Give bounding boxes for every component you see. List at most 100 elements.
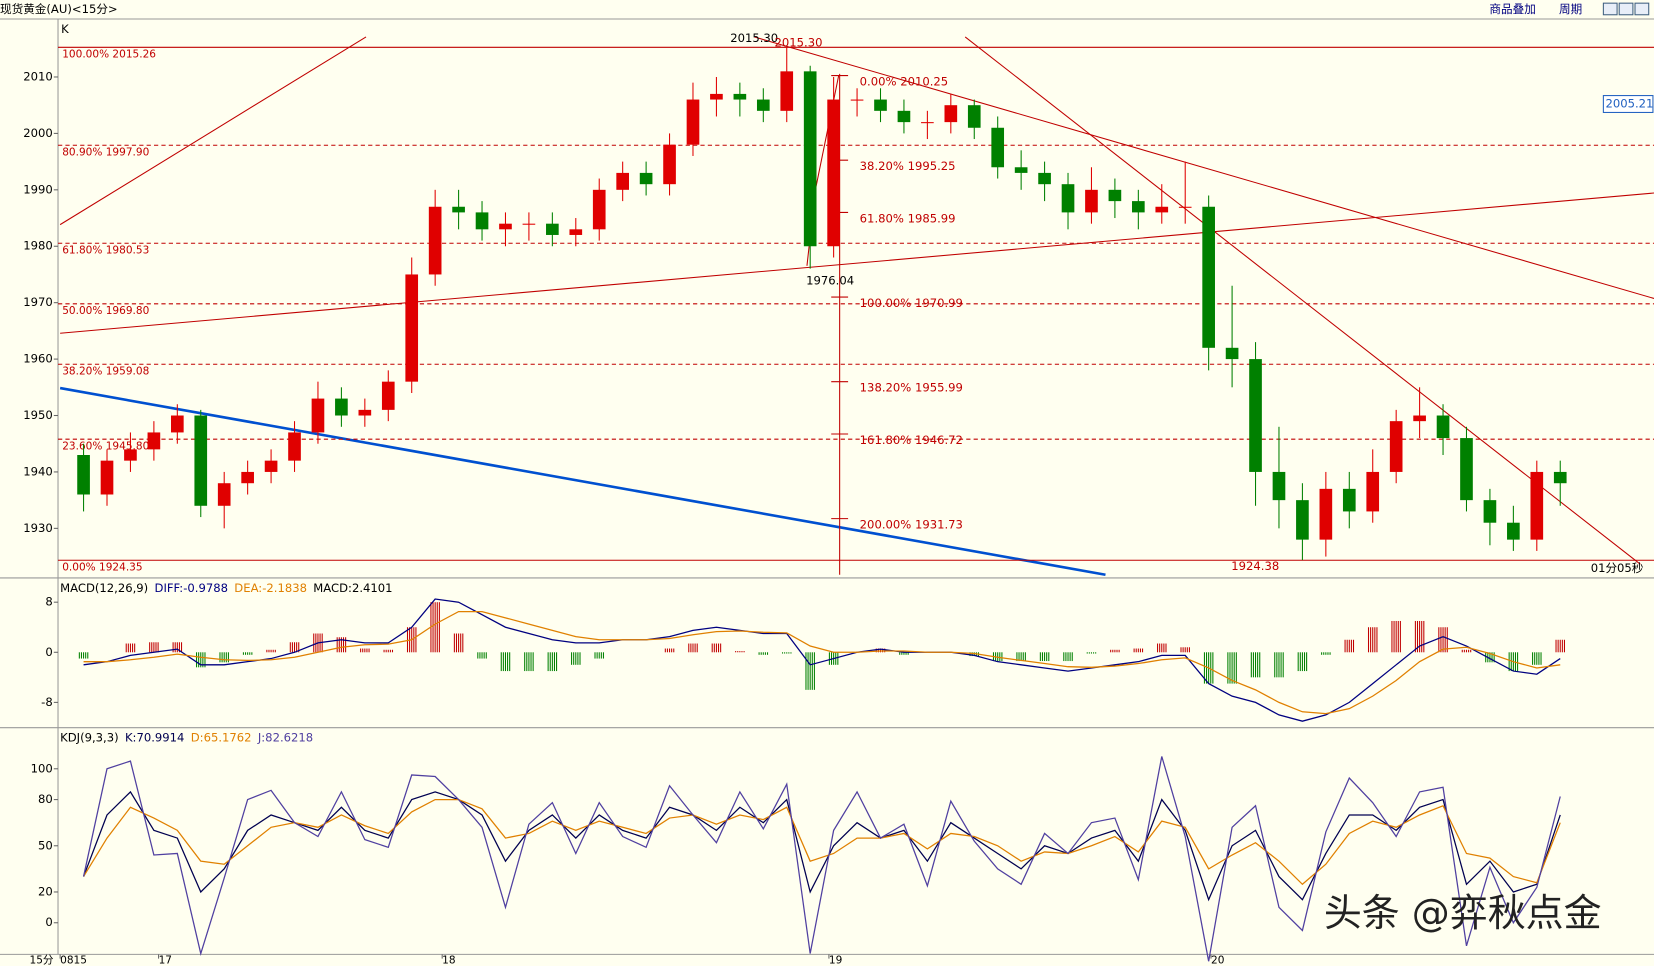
candle-body <box>874 99 887 111</box>
candle-body <box>499 223 512 230</box>
candle-body <box>1108 189 1122 202</box>
candle-body <box>475 212 489 230</box>
price-label: 1976.04 <box>806 274 854 288</box>
y-tick-label: 1950 <box>23 408 53 422</box>
button[interactable]: 周期 <box>1559 2 1582 16</box>
series-line <box>82 756 1561 962</box>
candle-body <box>967 105 981 128</box>
fib-label: 200.00% 1931.73 <box>860 517 963 531</box>
candle-body <box>288 432 301 461</box>
x-tick-label: 18 <box>442 955 455 966</box>
button[interactable]: 商品叠加 <box>1489 2 1535 16</box>
candle-body <box>1530 471 1544 540</box>
price-label: 2015.30 <box>730 31 778 45</box>
fib-label: 61.80% 1985.99 <box>860 211 956 225</box>
fib-label: 50.00% 1969.80 <box>62 305 149 317</box>
icon[interactable] <box>1602 2 1618 16</box>
candle-body <box>546 223 559 235</box>
candle-body <box>827 99 840 247</box>
watermark: 头条 @弈秋点金 <box>1324 891 1602 935</box>
candle-body <box>897 110 911 123</box>
candle-body <box>1319 488 1333 540</box>
fib-label: 0.00% 2010.25 <box>860 74 948 88</box>
candle-body <box>1085 189 1098 213</box>
fib-label: 100.00% 1970.99 <box>860 296 963 310</box>
candle-body <box>710 93 723 100</box>
fib-label: 161.80% 1946.72 <box>860 433 963 447</box>
candle-body <box>170 415 184 433</box>
y-tick-label: 80 <box>38 792 53 806</box>
candle-body <box>1202 206 1215 348</box>
period-label: 15分 <box>30 955 54 966</box>
candle-body <box>1389 421 1403 472</box>
y-tick-label: 20 <box>38 884 53 898</box>
series-line <box>82 790 1561 902</box>
indicator-label: J:82.6218 <box>257 731 313 745</box>
icon[interactable] <box>1634 2 1650 16</box>
indicator-label: DIFF:-0.9788 <box>155 581 228 595</box>
candle-body <box>1132 201 1145 213</box>
y-tick-label: 100 <box>31 761 53 775</box>
candle-body <box>569 229 583 235</box>
candle-body <box>358 409 372 416</box>
fib-label: 23.60% 1945.80 <box>62 441 149 453</box>
candle-body <box>616 172 629 190</box>
indicator-label: D:65.1762 <box>191 731 252 745</box>
candle-body <box>100 460 114 495</box>
y-tick-label: 1930 <box>23 521 53 535</box>
candle-body <box>686 99 700 145</box>
x-tick-label: 20 <box>1211 955 1224 966</box>
candle-body <box>1296 500 1309 540</box>
candle-body <box>1061 184 1075 213</box>
y-tick-label: 50 <box>38 838 53 852</box>
panel-label: K <box>61 22 69 36</box>
candle-body <box>1460 438 1473 501</box>
y-tick-label: 0 <box>45 915 52 929</box>
candle-body <box>1225 347 1239 360</box>
candle-body <box>991 127 1005 168</box>
candle-body <box>663 144 676 185</box>
indicator-label: MACD:2.4101 <box>313 581 392 595</box>
trend-line <box>964 36 1641 565</box>
candle-body <box>381 381 395 410</box>
fib-label: 61.80% 1980.53 <box>62 245 149 257</box>
fib-label: 0.00% 1924.35 <box>62 562 142 574</box>
price-label: 2015.30 <box>775 35 823 49</box>
candle-body <box>194 415 208 506</box>
candle-body <box>335 398 348 416</box>
fib-label: 38.20% 1995.25 <box>860 159 956 173</box>
x-tick-label: 17 <box>159 955 172 966</box>
y-tick-label: 1940 <box>23 464 53 478</box>
fib-label: 38.20% 1959.08 <box>62 366 149 378</box>
candle-body <box>592 189 606 230</box>
candle-body <box>780 71 794 111</box>
y-tick-label: -8 <box>41 695 53 709</box>
candle-body <box>1272 471 1286 501</box>
candle-body <box>217 483 231 506</box>
y-tick-label: 2010 <box>23 69 53 83</box>
last-price: 2005.21 <box>1605 97 1653 111</box>
y-tick-label: 2000 <box>23 126 53 140</box>
candle-body <box>639 172 653 185</box>
last-price-box <box>1602 95 1654 113</box>
indicator-label: DEA:-2.1838 <box>234 581 307 595</box>
y-tick-label: 1970 <box>23 295 53 309</box>
y-tick-label: 8 <box>45 595 52 609</box>
candle-body <box>921 122 934 124</box>
icon[interactable] <box>1618 2 1634 16</box>
plot-layer: K193019401950196019701980199020002010100… <box>23 22 1654 966</box>
candle-body <box>803 71 817 247</box>
fib-label: 100.00% 2015.26 <box>62 49 156 61</box>
fib-label: 138.20% 1955.99 <box>860 381 963 395</box>
y-tick-label: 1960 <box>23 352 53 366</box>
fib-label: 80.90% 1997.90 <box>62 147 149 159</box>
candle-body <box>733 93 747 100</box>
candle-body <box>405 274 419 382</box>
y-tick-label: 1980 <box>23 239 53 253</box>
candle-body <box>756 99 770 111</box>
indicator-label: KDJ(9,3,3) <box>60 731 119 745</box>
series-line <box>83 598 1561 722</box>
trend-line <box>754 36 1654 299</box>
